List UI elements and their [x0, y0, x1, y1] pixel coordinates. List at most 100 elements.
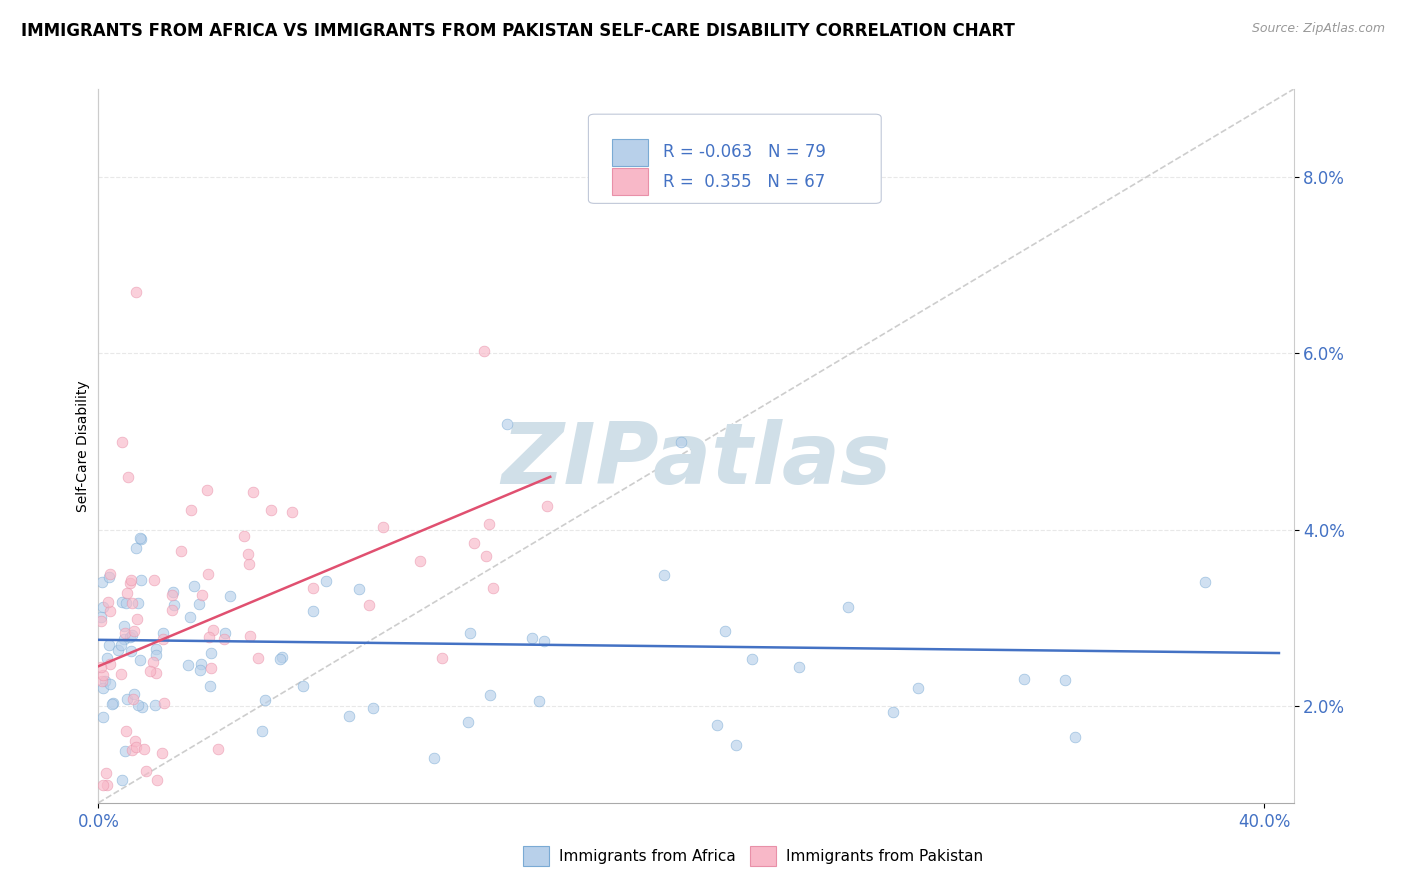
Point: [520, 632, 543, 646]
Point: [91, 778, 114, 792]
Point: [160, 603, 183, 617]
Point: [93, 600, 115, 615]
Point: [96, 778, 118, 792]
Point: [495, 417, 517, 431]
Point: [195, 483, 218, 497]
Point: [129, 531, 152, 545]
Point: [90, 659, 112, 673]
Point: [91, 710, 114, 724]
Point: [536, 499, 558, 513]
Point: [315, 574, 337, 589]
Point: [121, 595, 143, 609]
Point: [238, 548, 260, 562]
Point: [837, 599, 859, 614]
Point: [292, 679, 315, 693]
Point: [110, 638, 132, 652]
Point: [120, 630, 142, 644]
Point: [152, 625, 174, 640]
Point: [219, 590, 242, 604]
Point: [117, 586, 139, 600]
Point: [124, 734, 146, 748]
Point: [121, 628, 143, 642]
Point: [200, 660, 222, 674]
Point: [232, 528, 254, 542]
Point: [163, 598, 186, 612]
Point: [475, 549, 498, 564]
Point: [239, 629, 262, 643]
Bar: [613, 138, 648, 166]
Point: [725, 738, 748, 752]
Point: [787, 659, 810, 673]
Point: [111, 595, 134, 609]
Point: [253, 693, 276, 707]
Point: [145, 642, 167, 657]
Point: [741, 652, 763, 666]
Point: [197, 630, 219, 644]
Point: [125, 740, 148, 755]
Point: [101, 696, 124, 710]
Point: [270, 649, 292, 664]
Point: [478, 689, 501, 703]
Point: [101, 697, 124, 711]
Point: [260, 503, 283, 517]
Point: [654, 568, 676, 582]
Point: [143, 698, 166, 712]
Point: [152, 632, 174, 646]
Point: [162, 585, 184, 599]
Point: [907, 681, 929, 696]
Point: [135, 764, 157, 779]
Point: [714, 624, 737, 638]
Point: [142, 655, 165, 669]
Bar: [613, 169, 648, 195]
Point: [882, 705, 904, 719]
Point: [247, 651, 270, 665]
Point: [460, 625, 482, 640]
Point: [201, 623, 224, 637]
Point: [152, 696, 174, 710]
Point: [124, 624, 146, 639]
Point: [125, 612, 148, 626]
Point: [127, 596, 149, 610]
Point: [125, 285, 148, 299]
Text: Immigrants from Africa: Immigrants from Africa: [558, 849, 735, 863]
Point: [122, 687, 145, 701]
Point: [115, 692, 138, 706]
Point: [114, 596, 136, 610]
Point: [128, 653, 150, 667]
Point: [100, 657, 122, 672]
Point: [212, 632, 235, 646]
Point: [363, 700, 385, 714]
Point: [706, 718, 728, 732]
Point: [111, 773, 134, 788]
Point: [121, 742, 143, 756]
Point: [94, 765, 117, 780]
Text: R = -0.063   N = 79: R = -0.063 N = 79: [662, 144, 825, 161]
Point: [188, 663, 211, 677]
Point: [120, 644, 142, 658]
Point: [357, 598, 380, 612]
Point: [129, 532, 152, 546]
Bar: [749, 847, 776, 866]
Point: [1063, 730, 1085, 744]
Point: [179, 609, 201, 624]
Point: [127, 698, 149, 712]
Point: [145, 666, 167, 681]
FancyBboxPatch shape: [589, 114, 882, 203]
Point: [114, 744, 136, 758]
Point: [122, 691, 145, 706]
Point: [170, 543, 193, 558]
Point: [214, 626, 236, 640]
Point: [187, 597, 209, 611]
Point: [1053, 673, 1076, 687]
Point: [142, 573, 165, 587]
Point: [269, 652, 291, 666]
Point: [114, 723, 136, 738]
Text: R =  0.355   N = 67: R = 0.355 N = 67: [662, 173, 825, 191]
Point: [100, 677, 122, 691]
Text: Source: ZipAtlas.com: Source: ZipAtlas.com: [1251, 22, 1385, 36]
Point: [477, 517, 499, 532]
Point: [114, 625, 136, 640]
Point: [191, 588, 214, 602]
Point: [91, 574, 114, 589]
Point: [242, 485, 264, 500]
